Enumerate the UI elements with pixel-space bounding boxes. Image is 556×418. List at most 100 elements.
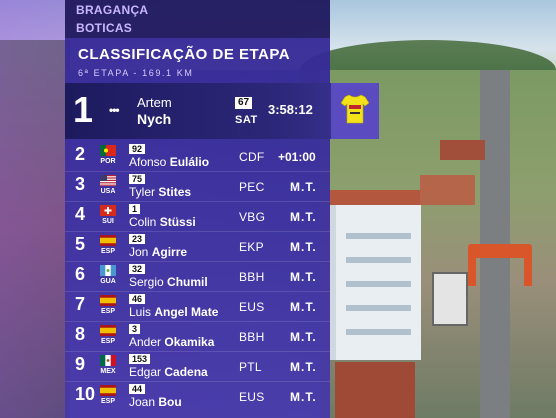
team-code: VBG	[239, 210, 266, 224]
row-divider	[65, 381, 330, 382]
position: 10	[75, 384, 96, 404]
panel-title: CLASSIFICAÇÃO DE ETAPA	[78, 46, 291, 63]
leader-row: 1 ••• Artem Nych 67 SAT 3:58:12	[65, 83, 365, 139]
spain-flag-icon	[100, 325, 116, 336]
location-finish: BOTICAS	[76, 21, 133, 35]
bib-number: 3	[129, 324, 141, 334]
country-code: ESP	[100, 308, 115, 315]
ranking-row: 4 SUI 1 Colin Stüssi VBG M.T.	[65, 202, 330, 231]
country-code: GUA	[100, 278, 116, 285]
bib-number: 67	[235, 97, 253, 109]
bib-number: 92	[129, 144, 146, 154]
team-code: PEC	[239, 180, 265, 194]
ranking-row: 10 ESP 44 Joan Bou EUS M.T.	[65, 382, 330, 411]
ranking-row: 5 ESP 23 Jon Agirre EKP M.T.	[65, 232, 330, 261]
row-divider	[65, 321, 330, 322]
team-code: PTL	[239, 360, 262, 374]
rider-name: Afonso Eulálio	[129, 155, 210, 169]
ranking-row: 9 MEX 153 Edgar Cadena PTL M.T.	[65, 352, 330, 381]
team-code: BBH	[239, 270, 265, 284]
rooftop	[420, 175, 475, 205]
country-code: ESP	[100, 248, 115, 255]
spain-flag-icon	[100, 295, 116, 306]
rooftop	[335, 362, 415, 418]
position: 9	[75, 354, 86, 374]
country-code: SUI	[102, 218, 114, 225]
position: 4	[75, 204, 86, 224]
team-code: EUS	[239, 300, 265, 314]
country-code: MEX	[100, 368, 116, 375]
team-code: CDF	[239, 150, 265, 164]
yellow-leader-jersey-icon	[341, 94, 369, 124]
time-gap: M.T.	[290, 330, 317, 344]
dots-icon: •••	[109, 103, 120, 117]
country-code: ESP	[100, 398, 115, 405]
position: 6	[75, 264, 86, 284]
finish-arch-post	[468, 256, 476, 286]
bib-number: 75	[129, 174, 146, 184]
time-gap: M.T.	[290, 240, 317, 254]
time-gap: M.T.	[290, 300, 317, 314]
rider-name: Ander Okamika	[129, 335, 215, 349]
row-divider	[65, 291, 330, 292]
bib-number: 44	[129, 384, 146, 394]
time-gap: M.T.	[290, 210, 317, 224]
stage-time: 3:58:12	[268, 102, 313, 117]
row-divider	[65, 231, 330, 232]
row-divider	[65, 201, 330, 202]
location-box	[65, 0, 330, 38]
rooftop	[440, 140, 485, 160]
ranking-row: 6 GUA 32 Sergio Chumil BBH M.T.	[65, 262, 330, 291]
portugal-flag-icon	[100, 145, 116, 156]
leader-jersey-box	[331, 83, 379, 139]
ranking-row: 2 POR 92 Afonso Eulálio CDF +01:00	[65, 142, 330, 171]
rider-name: Joan Bou	[129, 395, 182, 409]
location-start: BRAGANÇA	[76, 3, 149, 17]
country-code: POR	[100, 158, 116, 165]
switzerland-flag-icon	[100, 205, 116, 216]
row-divider	[65, 171, 330, 172]
team-code: SAT	[235, 114, 258, 126]
usa-flag-icon	[100, 175, 116, 186]
spain-flag-icon	[100, 235, 116, 246]
ranking-row: 8 ESP 3 Ander Okamika BBH M.T.	[65, 322, 330, 351]
rider-name: Tyler Stites	[129, 185, 192, 199]
rider-name: Edgar Cadena	[129, 365, 208, 379]
time-gap: +01:00	[278, 150, 316, 164]
country-code: ESP	[100, 338, 115, 345]
bib-number: 32	[129, 264, 146, 274]
apartment-building	[330, 205, 421, 360]
truck	[432, 272, 468, 326]
bib-number: 46	[129, 294, 146, 304]
position: 3	[75, 174, 86, 194]
finish-arch-post	[524, 256, 532, 286]
guatemala-flag-icon	[100, 265, 116, 276]
bib-number: 153	[129, 354, 151, 364]
position: 2	[75, 144, 86, 164]
team-code: EKP	[239, 240, 264, 254]
team-code: EUS	[239, 390, 265, 404]
position: 1	[73, 89, 94, 130]
row-divider	[65, 351, 330, 352]
rider-name: Jon Agirre	[129, 245, 188, 259]
row-divider	[65, 261, 330, 262]
time-gap: M.T.	[290, 360, 317, 374]
rider-first-name: Artem	[137, 95, 172, 110]
rider-name: Sergio Chumil	[129, 275, 208, 289]
panel-subtitle: 6ª ETAPA - 169.1 KM	[78, 68, 194, 78]
time-gap: M.T.	[290, 390, 317, 404]
position: 7	[75, 294, 86, 314]
spain-flag-icon	[100, 385, 116, 396]
country-code: USA	[100, 188, 116, 195]
mexico-flag-icon	[100, 355, 116, 366]
ranking-row: 3 USA 75 Tyler Stites PEC M.T.	[65, 172, 330, 201]
bib-number: 23	[129, 234, 146, 244]
rider-last-name: Nych	[137, 111, 172, 127]
time-gap: M.T.	[290, 270, 317, 284]
finish-arch	[468, 244, 532, 258]
position: 5	[75, 234, 86, 254]
rider-name: Luis Angel Mate	[129, 305, 219, 319]
bib-number: 1	[129, 204, 141, 214]
rider-name: Colin Stüssi	[129, 215, 196, 229]
time-gap: M.T.	[290, 180, 317, 194]
